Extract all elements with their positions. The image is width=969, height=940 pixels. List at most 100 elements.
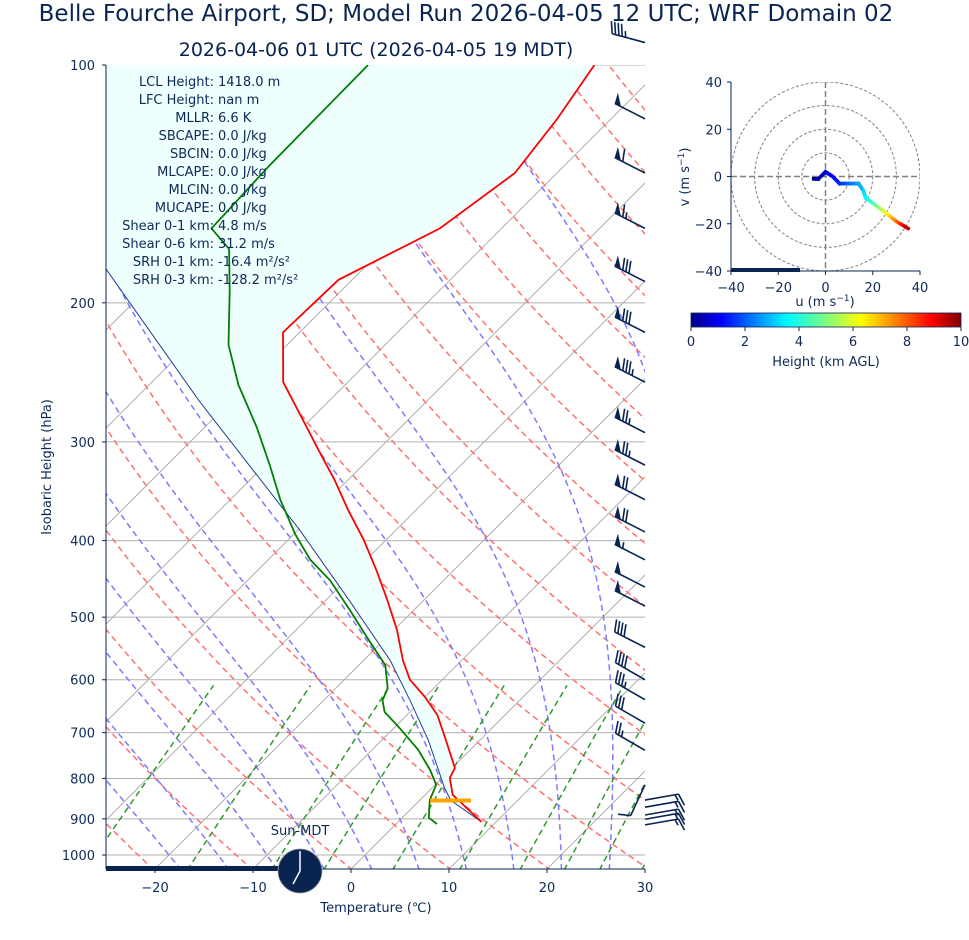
stat-value: 0.0 J/kg (218, 201, 267, 216)
mixing-ratio-line (642, 685, 738, 870)
stat-value: 6.6 K (218, 111, 252, 126)
colorbar-gradient (691, 313, 961, 327)
wind-barb (615, 506, 645, 532)
wind-barb (645, 819, 685, 830)
x-tick-label: 30 (637, 881, 654, 896)
paren: ) (850, 295, 855, 310)
daylight-bar (106, 866, 281, 871)
wind-barb (618, 785, 645, 816)
isotherm-line (546, 62, 969, 871)
y-tick-label: 800 (70, 772, 95, 787)
wind-barb (615, 356, 645, 382)
y-tick-label: 600 (70, 674, 95, 689)
stat-label: SBCAPE: (159, 129, 214, 144)
figure-subtitle: 2026-04-06 01 UTC (2026-04-05 19 MDT) (179, 39, 574, 61)
hodograph-x-label-exp: −1 (836, 294, 849, 304)
y-tick-label: 500 (70, 611, 95, 626)
y-tick-label: 1000 (62, 849, 95, 864)
paren: ) (678, 148, 693, 153)
isotherm-line (448, 62, 969, 871)
moist-adiabat-line (754, 65, 885, 870)
stat-label: Shear 0-6 km: (122, 237, 214, 252)
wind-barb (645, 813, 685, 824)
colorbar-tick-label: 10 (953, 335, 969, 350)
stat-value: 0.0 J/kg (218, 129, 267, 144)
wind-barb (615, 619, 645, 647)
dry-adiabat-line (558, 65, 969, 870)
x-axis-label: Temperature (℃) (319, 901, 431, 916)
hodograph-y-tick-label: −40 (695, 265, 722, 280)
wind-barb (615, 147, 645, 173)
hodograph-y-label-exp: −1 (677, 153, 687, 166)
stat-label: MLCIN: (169, 183, 214, 198)
mixing-ratio-line (85, 685, 214, 870)
hodograph-x-label: u (m s−1) (795, 294, 854, 310)
wind-barb (615, 580, 645, 606)
mixing-ratio-line (187, 685, 310, 870)
hodograph-x-label-text: u (m s (795, 295, 836, 310)
y-tick-label: 300 (70, 436, 95, 451)
y-axis-label: Isobaric Height (hPa) (40, 399, 55, 535)
colorbar-tick-label: 2 (741, 335, 749, 350)
stat-label: LFC Height: (139, 93, 214, 108)
wind-barb (615, 561, 645, 587)
hodograph-x-tick-label: −40 (717, 281, 744, 296)
stat-label: SBCIN: (170, 147, 214, 162)
wind-barb (615, 306, 645, 332)
sun-indicator: Sun-MDT (106, 824, 329, 893)
mixing-ratio-line (520, 685, 624, 870)
x-tick-label: −20 (141, 881, 168, 896)
wind-barb (615, 93, 645, 119)
dry-adiabat-line (659, 65, 969, 870)
wind-barb (616, 721, 645, 750)
sun-label: Sun-MDT (271, 824, 330, 839)
wind-barb (615, 407, 645, 433)
hodograph-y-tick-label: 20 (705, 123, 722, 138)
stat-value: 0.0 J/kg (218, 165, 267, 180)
colorbar-label: Height (km AGL) (772, 355, 880, 370)
colorbar-tick-label: 8 (903, 335, 911, 350)
y-tick-label: 900 (70, 813, 95, 828)
stat-label: SRH 0-3 km: (133, 273, 214, 288)
colorbar-tick-label: 0 (687, 335, 695, 350)
x-tick-label: −10 (239, 881, 266, 896)
hodograph-y-label: v (m s−1) (677, 148, 693, 207)
stat-label: LCL Height: (139, 75, 214, 90)
dry-adiabat-line (456, 65, 969, 870)
stat-value: 0.0 J/kg (218, 147, 267, 162)
x-tick-label: 10 (441, 881, 458, 896)
wind-barb (616, 670, 645, 699)
mixing-ratio-line (271, 685, 390, 870)
mixing-ratio-line (459, 685, 567, 870)
hodograph-x-tick-label: −20 (765, 281, 792, 296)
stat-label: MLLR: (175, 111, 214, 126)
y-tick-label: 700 (70, 727, 95, 742)
dry-adiabat-line (913, 65, 969, 870)
wind-barb (615, 534, 645, 560)
figure-title: Belle Fourche Airport, SD; Model Run 202… (39, 1, 894, 27)
hodograph-y-label-text: v (m s (678, 166, 693, 207)
stat-value: 31.2 m/s (218, 237, 275, 252)
hodograph-x-tick-label: 20 (864, 281, 881, 296)
stat-label: Shear 0-1 km: (122, 219, 214, 234)
stat-value: 4.8 m/s (218, 219, 267, 234)
stat-label: MLCAPE: (157, 165, 214, 180)
mixing-ratio-line (676, 685, 770, 870)
wind-barb (615, 439, 645, 465)
hodograph-y-tick-label: 0 (714, 171, 722, 186)
y-tick-label: 100 (70, 59, 95, 74)
clock-icon (278, 849, 322, 893)
x-tick-label: 20 (539, 881, 556, 896)
y-tick-label: 400 (70, 535, 95, 550)
wind-barbs (611, 21, 684, 830)
colorbar-tick-label: 6 (849, 335, 857, 350)
stat-value: nan m (218, 93, 259, 108)
stat-value: -128.2 m²/s² (218, 273, 298, 288)
stat-value: -16.4 m²/s² (218, 255, 290, 270)
hodograph-x-tick-label: 40 (912, 281, 929, 296)
colorbar-tick-label: 4 (795, 335, 803, 350)
hodograph-y-tick-label: 40 (705, 76, 722, 91)
hodograph-segment (906, 227, 908, 228)
dry-adiabat-line (761, 65, 969, 870)
